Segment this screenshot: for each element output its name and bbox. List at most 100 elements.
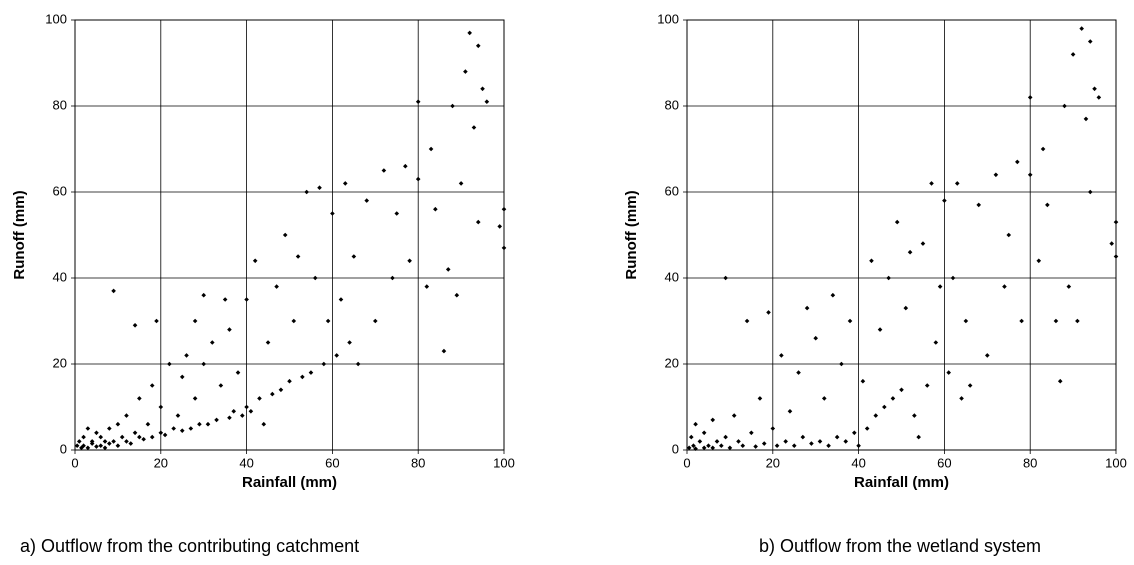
point — [1006, 232, 1012, 238]
point — [454, 292, 460, 298]
plot-frame — [74, 19, 505, 451]
point — [179, 428, 185, 433]
point — [334, 353, 339, 358]
point — [445, 267, 451, 272]
point — [1027, 172, 1033, 178]
point — [475, 219, 481, 225]
point — [158, 404, 164, 410]
point — [686, 445, 692, 451]
point — [701, 445, 707, 451]
point — [244, 297, 249, 302]
point — [1015, 159, 1020, 165]
point — [94, 430, 99, 436]
point — [843, 439, 849, 444]
point — [132, 430, 138, 436]
x-tick-label: 40 — [851, 455, 865, 470]
point — [235, 370, 241, 375]
x-axis-label: Rainfall (mm) — [854, 474, 949, 491]
point — [115, 421, 121, 427]
point — [218, 383, 224, 388]
point — [839, 361, 844, 367]
point — [693, 421, 698, 427]
point — [821, 396, 827, 401]
point — [158, 430, 164, 436]
point — [749, 430, 754, 436]
x-tick-label: 60 — [325, 455, 339, 470]
point — [791, 443, 797, 448]
point — [1113, 254, 1119, 259]
point — [727, 445, 733, 451]
point — [257, 396, 262, 401]
point — [132, 323, 138, 328]
point — [860, 378, 866, 384]
point — [227, 415, 232, 421]
point — [761, 441, 767, 446]
point — [1087, 189, 1093, 195]
point — [1096, 95, 1102, 100]
point — [188, 426, 194, 431]
point — [85, 445, 91, 451]
point — [98, 434, 104, 440]
point — [1109, 241, 1115, 246]
point — [959, 396, 964, 401]
point — [800, 434, 806, 440]
point — [744, 318, 750, 324]
point — [265, 340, 271, 345]
point — [107, 441, 112, 446]
point — [804, 305, 810, 311]
y-tick-label: 60 — [665, 183, 679, 198]
y-tick-label: 80 — [53, 97, 67, 112]
point — [124, 413, 129, 418]
point — [985, 353, 990, 358]
point — [463, 69, 468, 74]
point — [706, 443, 711, 448]
point — [394, 211, 400, 216]
y-tick-label: 80 — [665, 97, 679, 112]
point — [736, 439, 741, 444]
point — [471, 125, 477, 130]
point — [688, 434, 694, 440]
point — [719, 443, 724, 448]
point — [222, 297, 228, 302]
x-tick-label: 0 — [683, 455, 690, 470]
point — [450, 103, 455, 109]
point — [1113, 219, 1119, 225]
point — [954, 181, 960, 186]
point — [1053, 318, 1059, 324]
point — [347, 340, 352, 345]
point — [102, 439, 108, 444]
point — [81, 443, 86, 448]
point — [691, 443, 696, 448]
point — [813, 335, 818, 341]
y-axis-label: Runoff (mm) — [11, 190, 28, 279]
point — [873, 413, 879, 418]
point — [1057, 378, 1063, 384]
point — [877, 327, 883, 332]
point — [145, 421, 151, 427]
point — [787, 409, 793, 414]
point — [201, 361, 206, 367]
point — [373, 318, 378, 324]
point — [192, 318, 198, 324]
point — [924, 383, 930, 388]
point — [201, 292, 206, 298]
x-tick-label: 80 — [1023, 455, 1037, 470]
point — [886, 275, 891, 281]
y-tick-label: 60 — [53, 183, 67, 198]
point — [304, 189, 309, 195]
point — [701, 430, 707, 436]
point — [779, 353, 784, 358]
point — [950, 275, 956, 281]
y-tick-label: 0 — [60, 441, 67, 456]
point — [81, 434, 86, 440]
point — [480, 86, 485, 92]
point — [770, 426, 776, 431]
point — [338, 297, 344, 302]
point — [753, 444, 758, 449]
point — [330, 211, 335, 216]
x-tick-label: 20 — [766, 455, 780, 470]
point — [364, 198, 370, 203]
point — [175, 413, 181, 418]
point — [847, 318, 853, 324]
point — [796, 370, 801, 375]
